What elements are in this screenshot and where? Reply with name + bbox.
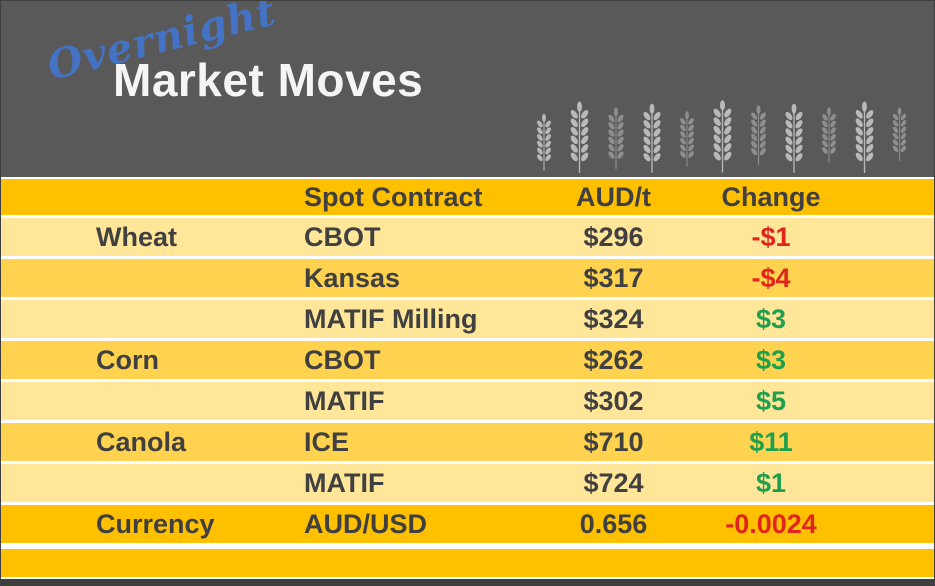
wheat-icon	[678, 111, 696, 167]
market-table: Spot Contract AUD/t Change Wheat CBOT $2…	[1, 177, 934, 543]
commodity-label: Wheat	[96, 221, 177, 252]
contract-label: Kansas	[304, 262, 401, 293]
price-value: $296	[583, 221, 644, 252]
commodity-label: Currency	[96, 508, 215, 539]
change-value: -0.0024	[725, 508, 817, 539]
page-title: Market Moves	[113, 54, 424, 106]
table-row: MATIF $724 $1	[1, 464, 934, 502]
contract-label: AUD/USD	[304, 508, 428, 539]
change-column-header: Change	[721, 181, 821, 212]
table-row: Wheat CBOT $296 -$1	[1, 218, 934, 256]
price-value: $710	[583, 426, 644, 457]
wheat-icon	[853, 101, 876, 173]
change-value: $3	[755, 303, 787, 334]
change-value: $3	[755, 344, 787, 375]
commodity-label: Canola	[96, 426, 187, 457]
contract-label: MATIF	[304, 385, 385, 416]
wheat-icon	[783, 103, 805, 173]
table-row: Canola ICE $710 $11	[1, 423, 934, 461]
wheat-icon	[711, 99, 734, 173]
contract-label: CBOT	[304, 221, 381, 252]
change-value: -$1	[751, 221, 791, 252]
wheat-decoration	[535, 99, 908, 173]
spot-contract-column-header: Spot Contract	[304, 181, 483, 212]
table-row: MATIF Milling $324 $3	[1, 300, 934, 338]
commodity-label: Corn	[96, 344, 159, 375]
price-value: $302	[583, 385, 644, 416]
contract-label: MATIF	[304, 467, 385, 498]
wheat-icon	[749, 105, 768, 165]
table-row: Kansas $317 -$4	[1, 259, 934, 297]
change-value: $11	[749, 426, 793, 457]
wheat-icon	[606, 107, 626, 169]
price-value: $324	[583, 303, 644, 334]
price-value: $724	[583, 467, 644, 498]
contract-label: CBOT	[304, 344, 381, 375]
table-row: Corn CBOT $262 $3	[1, 341, 934, 379]
wheat-icon	[535, 113, 553, 171]
price-value: 0.656	[579, 508, 648, 539]
table-row: Currency AUD/USD 0.656 -0.0024	[1, 505, 934, 543]
wheat-icon	[891, 107, 908, 161]
footer-bar	[1, 549, 934, 577]
change-value: $1	[755, 467, 787, 498]
change-value: -$4	[751, 262, 791, 293]
wheat-icon	[641, 103, 663, 173]
change-value: $5	[755, 385, 787, 416]
header-banner: Overnight Market Moves	[1, 1, 934, 177]
table-row: MATIF $302 $5	[1, 382, 934, 420]
contract-label: ICE	[304, 426, 350, 457]
aud-per-tonne-column-header: AUD/t	[576, 181, 651, 212]
price-value: $262	[583, 344, 644, 375]
price-value: $317	[583, 262, 644, 293]
table-header-row: Spot Contract AUD/t Change	[1, 179, 934, 215]
wheat-icon	[568, 101, 591, 173]
wheat-icon	[820, 107, 838, 163]
contract-label: MATIF Milling	[304, 303, 478, 334]
